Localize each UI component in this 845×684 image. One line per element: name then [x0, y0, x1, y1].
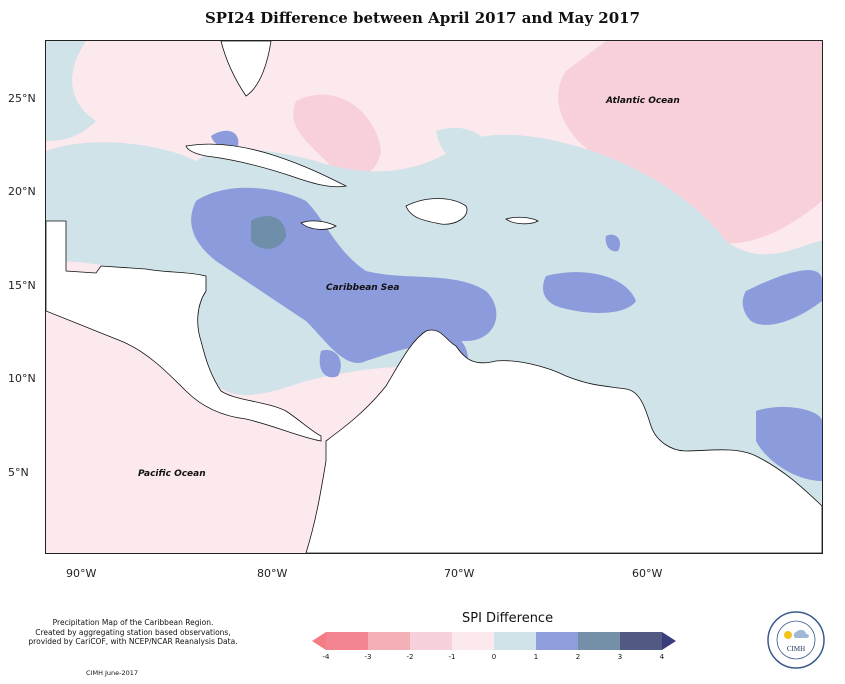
land-cuba: [185, 143, 348, 188]
lat-label-15: 15°N: [8, 279, 36, 292]
label-pacific: Pacific Ocean: [138, 469, 206, 479]
legend-tick-label: 3: [617, 653, 623, 661]
legend-tick-label: -2: [406, 653, 414, 661]
lat-label-10: 10°N: [8, 372, 36, 385]
legend-cell: [494, 632, 536, 650]
legend-cell: [368, 632, 410, 650]
wet-strong-antilles: [543, 272, 636, 313]
legend-cell: [326, 632, 368, 650]
legend-tick-label: -4: [322, 653, 330, 661]
land-hispaniola: [405, 198, 468, 225]
legend-cell: [620, 632, 662, 650]
legend-arrow-right: [662, 632, 676, 650]
legend-title: SPI Difference: [462, 611, 554, 626]
cimh-logo-icon: CIMH: [767, 611, 825, 669]
legend-tick-label: 2: [575, 653, 581, 661]
dry-region-atlantic: [558, 41, 822, 244]
credit-block: Precipitation Map of the Caribbean Regio…: [18, 618, 248, 647]
wet-strong-costa: [319, 350, 341, 378]
cimh-logo: CIMH: [766, 610, 826, 670]
land-central-america: [46, 220, 322, 442]
land-puerto-rico: [505, 216, 539, 225]
legend-cell: [578, 632, 620, 650]
land-florida: [220, 41, 272, 97]
lon-label-60: 60°W: [632, 567, 663, 580]
wet-strong-cuba: [211, 130, 239, 148]
lon-label-80: 80°W: [257, 567, 288, 580]
wet-strong-atlantic-east: [742, 270, 822, 325]
legend-tick-label: 1: [533, 653, 539, 661]
legend-tick-label: -3: [364, 653, 372, 661]
dry-region-bahamas: [293, 94, 381, 178]
credit-line-1: Precipitation Map of the Caribbean Regio…: [52, 618, 214, 627]
credit-line-3: provided by CariCOF, with NCEP/NCAR Rean…: [28, 637, 238, 646]
label-caribbean: Caribbean Sea: [326, 283, 399, 293]
map-panel: Atlantic Ocean Caribbean Sea Pacific Oce…: [45, 40, 823, 554]
lat-label-5: 5°N: [8, 466, 29, 479]
lon-label-90: 90°W: [66, 567, 97, 580]
legend-colorbar: [312, 632, 676, 650]
map-title: SPI24 Difference between April 2017 and …: [204, 9, 641, 27]
logo-text: CIMH: [787, 645, 805, 653]
land-south-america: [305, 329, 822, 553]
label-atlantic: Atlantic Ocean: [605, 96, 680, 106]
land-jamaica: [300, 220, 337, 230]
lat-label-20: 20°N: [8, 185, 36, 198]
legend-cell: [410, 632, 452, 650]
lat-label-25: 25°N: [8, 92, 36, 105]
credit-line-2: Created by aggregating station based obs…: [35, 627, 231, 637]
wet-region-atlantic-patch: [516, 145, 578, 185]
legend-cell: [536, 632, 578, 650]
wet-strongest-jamaica: [251, 216, 286, 249]
legend-tick-label: 4: [659, 653, 665, 661]
wet-region-gulf: [46, 41, 96, 141]
credit-footer: CIMH June-2017: [86, 669, 139, 677]
legend-cell: [452, 632, 494, 650]
legend-tick-label: 0: [491, 653, 497, 661]
wet-strong-lesser: [605, 234, 621, 252]
legend-arrow-left: [312, 632, 326, 650]
legend-tick-label: -1: [448, 653, 456, 661]
lon-label-70: 70°W: [444, 567, 475, 580]
wet-strong-guiana-east: [756, 406, 822, 481]
map-canvas: Atlantic Ocean Caribbean Sea Pacific Oce…: [46, 41, 822, 553]
wet-region-north: [436, 127, 488, 165]
